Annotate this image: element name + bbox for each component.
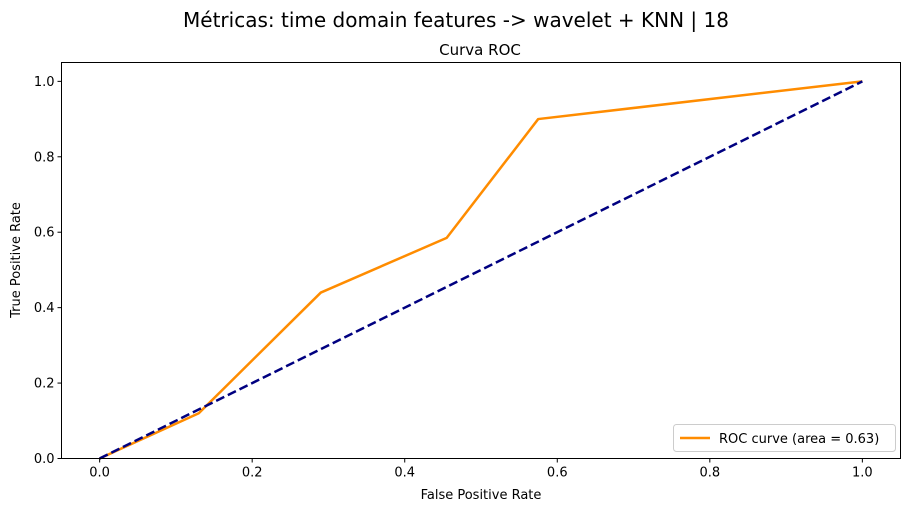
- x-tick-label: 0.2: [242, 466, 263, 481]
- y-tick-label: 0.8: [34, 150, 55, 165]
- chance-diagonal-line: [99, 80, 863, 460]
- legend-box: [673, 424, 896, 452]
- x-tick-label: 0.0: [89, 466, 110, 481]
- y-tick-label: 0.2: [34, 377, 55, 392]
- figure-suptitle: Métricas: time domain features -> wavele…: [183, 8, 729, 32]
- x-tick-label: 0.4: [394, 466, 415, 481]
- legend-roc-label: ROC curve (area = 0.63): [719, 432, 879, 447]
- legend: ROC curve (area = 0.63): [673, 424, 896, 452]
- roc-curve-line: [99, 80, 863, 460]
- y-axis-label: True Positive Rate: [9, 202, 24, 319]
- y-tick-label: 0.4: [34, 301, 55, 316]
- plot-area: [99, 80, 863, 460]
- y-tick-label: 1.0: [34, 75, 55, 90]
- axes-frame: [61, 62, 901, 459]
- x-tick-label: 1.0: [852, 466, 873, 481]
- x-tick-label: 0.6: [547, 466, 568, 481]
- y-tick-label: 0.0: [34, 452, 55, 467]
- axis-ticks: 0.0 0.2 0.4 0.6 0.8 1.0 0.0 0.2 0.4 0.6 0.8 1.0: [34, 75, 873, 481]
- x-tick-label: 0.8: [699, 466, 720, 481]
- chart-title: Curva ROC: [439, 41, 521, 59]
- y-tick-label: 0.6: [34, 226, 55, 241]
- x-axis-label: False Positive Rate: [421, 488, 542, 503]
